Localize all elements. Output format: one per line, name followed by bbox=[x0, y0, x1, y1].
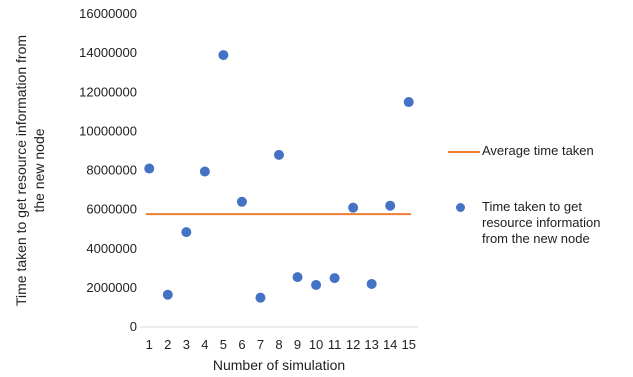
y-tick-label: 6000000 bbox=[86, 202, 137, 217]
data-point bbox=[236, 196, 247, 207]
x-tick-label: 9 bbox=[294, 337, 301, 352]
y-tick-label: 2000000 bbox=[86, 280, 137, 295]
data-points bbox=[144, 50, 414, 303]
x-tick-label: 2 bbox=[164, 337, 171, 352]
y-tick-label: 0 bbox=[130, 319, 137, 334]
y-axis-tick-labels: 0 2000000 4000000 6000000 8000000 10000000 120… bbox=[79, 6, 137, 334]
x-tick-label: 8 bbox=[275, 337, 282, 352]
data-point bbox=[385, 200, 396, 211]
y-tick-label: 10000000 bbox=[79, 123, 137, 138]
x-tick-label: 6 bbox=[238, 337, 245, 352]
x-tick-label: 5 bbox=[220, 337, 227, 352]
data-point bbox=[255, 292, 266, 303]
legend-label-points: Time taken to get resource information f… bbox=[482, 199, 601, 246]
x-tick-label: 12 bbox=[346, 337, 360, 352]
x-tick-label: 13 bbox=[364, 337, 378, 352]
x-tick-label: 3 bbox=[183, 337, 190, 352]
data-point bbox=[329, 273, 340, 284]
y-tick-label: 14000000 bbox=[79, 45, 137, 60]
x-tick-label: 1 bbox=[146, 337, 153, 352]
x-tick-label: 7 bbox=[257, 337, 264, 352]
y-axis-title-line-1: Time taken to get resource information f… bbox=[13, 35, 29, 306]
x-tick-label: 4 bbox=[201, 337, 208, 352]
data-point bbox=[292, 272, 303, 283]
y-tick-label: 8000000 bbox=[86, 163, 137, 178]
data-point bbox=[181, 227, 192, 238]
x-tick-label: 10 bbox=[309, 337, 323, 352]
data-point bbox=[218, 50, 229, 61]
y-tick-label: 12000000 bbox=[79, 84, 137, 99]
legend-item-points: Time taken to get resource information f… bbox=[448, 199, 628, 247]
y-axis-title-line-2: the new node bbox=[31, 128, 47, 212]
data-point bbox=[311, 279, 322, 290]
legend-item-average: Average time taken bbox=[448, 143, 628, 161]
data-point bbox=[162, 289, 173, 300]
data-point bbox=[199, 166, 210, 177]
legend-label-average: Average time taken bbox=[482, 143, 594, 158]
legend: Average time taken Time taken to get res… bbox=[448, 143, 628, 247]
x-tick-label: 11 bbox=[328, 337, 342, 352]
data-point bbox=[274, 149, 284, 160]
x-axis-title: Number of simulation bbox=[213, 357, 345, 373]
y-tick-label: 16000000 bbox=[79, 6, 137, 21]
x-tick-label: 15 bbox=[401, 337, 415, 352]
data-point bbox=[403, 97, 414, 108]
data-point bbox=[348, 202, 359, 213]
legend-dot-swatch bbox=[456, 203, 465, 212]
data-point bbox=[144, 163, 155, 174]
y-tick-label: 4000000 bbox=[86, 241, 137, 256]
x-axis-tick-labels: 1 2 3 4 5 6 7 8 9 10 11 12 13 14 15 bbox=[146, 337, 416, 352]
legend-line-swatch bbox=[448, 151, 480, 153]
x-tick-label: 14 bbox=[383, 337, 397, 352]
data-point bbox=[366, 278, 377, 289]
